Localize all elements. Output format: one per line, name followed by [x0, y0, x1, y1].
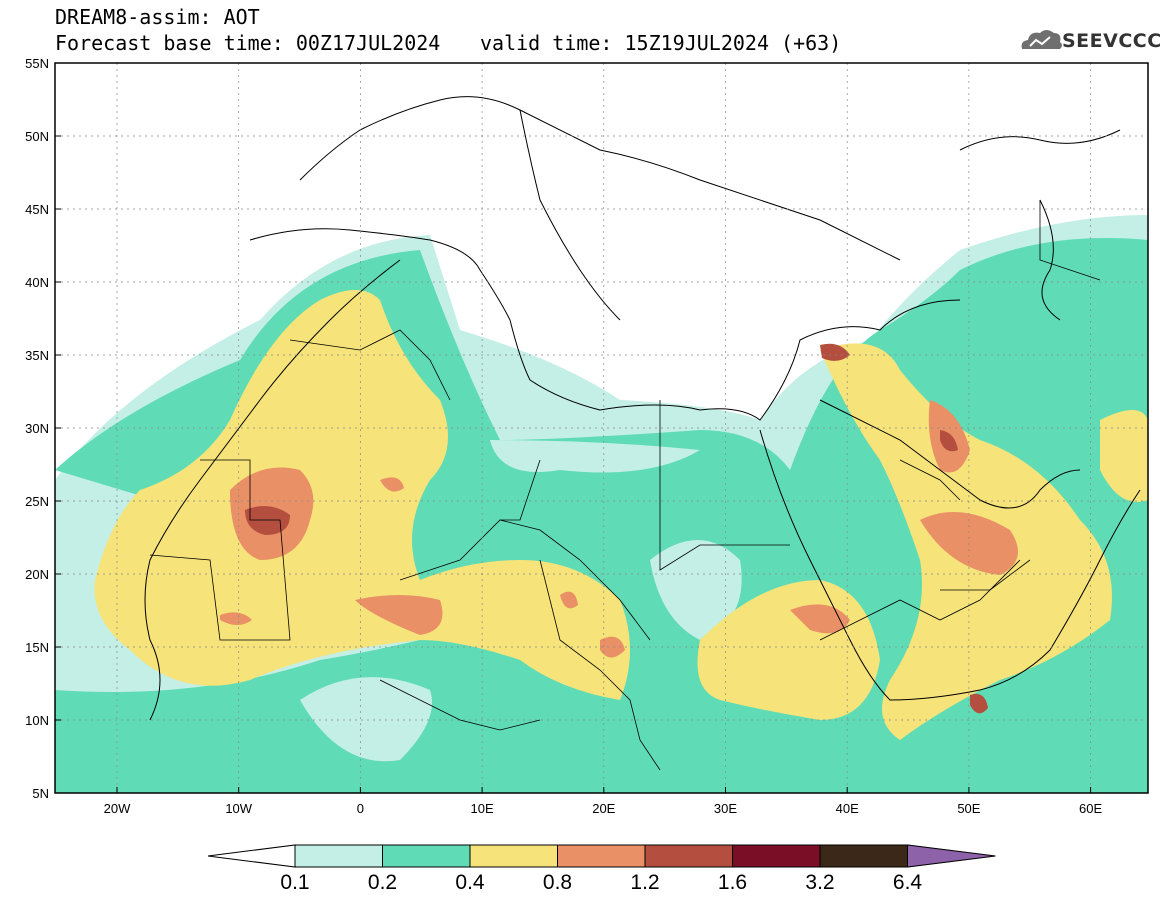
colorbar-arrow-low: [207, 844, 296, 868]
lon-tick-label: 0: [357, 801, 364, 816]
grid-lines: [55, 63, 1148, 793]
lon-tick-label: 30E: [714, 801, 737, 816]
lat-tick-label: 45N: [25, 202, 49, 217]
aot-fields: [55, 215, 1148, 793]
aot-band-1.2: [245, 506, 290, 535]
coastlines: [144, 96, 1141, 721]
colorbar-segment: [382, 844, 471, 868]
colorbar-segment: [644, 844, 733, 868]
valid-time: valid time: 15Z19JUL2024 (+63): [480, 31, 842, 55]
colorbar-tick-label: 0.1: [280, 871, 309, 894]
lat-tick-label: 50N: [25, 129, 49, 144]
lon-tick-label: 20W: [104, 801, 131, 816]
lon-tick-label: 60E: [1079, 801, 1102, 816]
lon-axis: 20W 10W 0 10E 20E 30E 40E 50E 60E: [104, 787, 1102, 816]
lon-tick-label: 50E: [957, 801, 980, 816]
country-borders: [149, 200, 1101, 771]
cloud-icon: [1021, 30, 1062, 49]
lon-tick-label: 40E: [836, 801, 859, 816]
lat-tick-label: 10N: [25, 713, 49, 728]
lat-tick-label: 40N: [25, 275, 49, 290]
colorbar: 0.1 0.2 0.4 0.8 1.2 1.6 3.2 6.4: [207, 844, 996, 894]
colorbar-segment: [819, 844, 908, 868]
lon-tick-label: 10E: [471, 801, 494, 816]
lat-axis: 55N 50N 45N 40N 35N 30N 25N 20N 15N 10N 5N: [25, 56, 61, 801]
lat-tick-label: 20N: [25, 567, 49, 582]
lat-tick-label: 15N: [25, 640, 49, 655]
colorbar-segment: [557, 844, 646, 868]
lon-tick-label: 10W: [225, 801, 252, 816]
logo-text: SEEVCCC: [1062, 30, 1162, 52]
colorbar-tick-label: 3.2: [805, 871, 834, 894]
colorbar-segment: [469, 844, 558, 868]
title-line1: DREAM8-assim: AOT: [55, 5, 260, 29]
colorbar-tick-label: 1.2: [630, 871, 659, 894]
forecast-base-time: Forecast base time: 00Z17JUL2024: [55, 31, 441, 55]
colorbar-tick-label: 0.4: [455, 871, 485, 894]
lat-tick-label: 5N: [32, 786, 49, 801]
aot-band-0.4: [94, 290, 630, 700]
colorbar-segment: [732, 844, 821, 868]
colorbar-tick-label: 0.8: [543, 871, 572, 894]
lat-tick-label: 25N: [25, 494, 49, 509]
colorbar-arrow-high: [907, 844, 996, 868]
lon-tick-label: 20E: [592, 801, 615, 816]
colorbar-tick-label: 0.2: [368, 871, 397, 894]
colorbar-tick-label: 1.6: [718, 871, 747, 894]
lat-tick-label: 35N: [25, 348, 49, 363]
colorbar-segment: [294, 844, 383, 868]
lat-tick-label: 30N: [25, 421, 49, 436]
lat-tick-label: 55N: [25, 56, 49, 71]
colorbar-tick-label: 6.4: [893, 871, 923, 894]
